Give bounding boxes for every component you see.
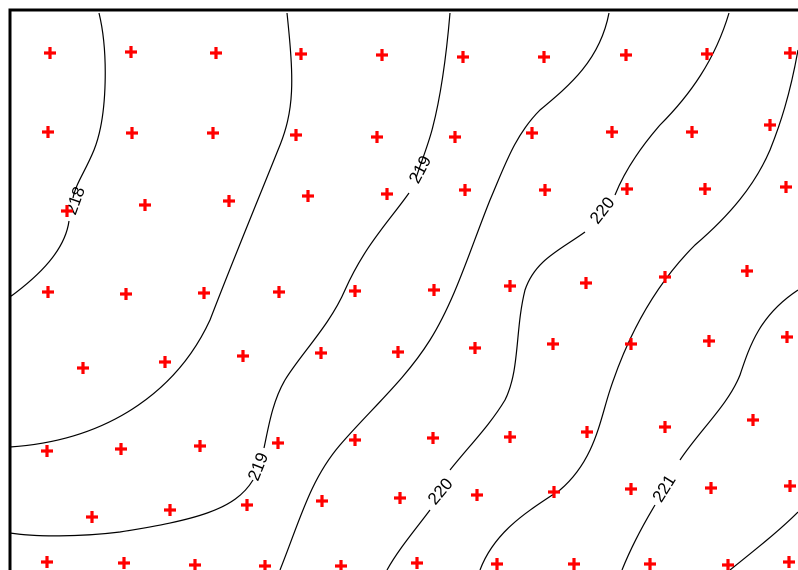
sample-point-marker [784,47,796,59]
sample-point-marker [764,119,776,131]
sample-point-marker [526,127,538,139]
sample-point-marker [394,492,406,504]
sample-point-marker [686,126,698,138]
sample-point-marker [273,286,285,298]
sample-point-marker [568,558,580,570]
sample-point-marker [741,265,753,277]
sample-point-markers [41,46,796,570]
sample-point-marker [118,557,130,569]
sample-point-marker [42,126,54,138]
sample-point-marker [699,183,711,195]
sample-point-marker [223,195,235,207]
sample-point-marker [349,434,361,446]
sample-point-marker [580,277,592,289]
sample-point-marker [625,338,637,350]
sample-point-marker [120,288,132,300]
sample-point-marker [335,560,347,570]
sample-point-marker [491,558,503,570]
sample-point-marker [539,184,551,196]
sample-point-marker [469,342,481,354]
sample-point-marker [61,205,73,217]
sample-point-marker [290,129,302,141]
sample-point-marker [42,286,54,298]
sample-point-marker [126,127,138,139]
sample-point-marker [316,495,328,507]
sample-point-marker [41,556,53,568]
sample-point-marker [625,483,637,495]
sample-point-marker [302,190,314,202]
sample-point-marker [259,560,271,570]
sample-point-marker [86,511,98,523]
sample-point-marker [376,49,388,61]
sample-point-marker [606,126,618,138]
sample-point-marker [44,47,56,59]
sample-point-marker [139,199,151,211]
sample-point-marker [659,421,671,433]
map-frame [8,8,798,570]
sample-point-marker [780,181,792,193]
sample-point-marker [428,284,440,296]
sample-point-marker [621,183,633,195]
sample-point-marker [392,346,404,358]
sample-point-marker [349,285,361,297]
sample-point-marker [241,499,253,511]
sample-point-marker [459,184,471,196]
sample-point-marker [449,131,461,143]
sample-point-marker [371,131,383,143]
sample-point-marker [781,331,793,343]
sample-point-marker [427,432,439,444]
sample-point-marker [783,556,795,568]
sample-point-marker [504,280,516,292]
sample-point-marker [411,557,423,569]
sample-point-marker [659,271,671,283]
sample-point-marker [747,414,759,426]
sample-point-marker [115,443,127,455]
sample-point-marker [272,437,284,449]
sample-point-marker [547,338,559,350]
sample-point-marker [538,51,550,63]
sample-point-marker [722,559,734,570]
contour-line-219-east [9,12,451,537]
sample-point-marker [457,51,469,63]
sample-point-marker [210,47,222,59]
sample-point-marker [701,48,713,60]
sample-point-marker [77,362,89,374]
contour-line-220-east [386,12,730,570]
sample-point-marker [703,335,715,347]
contour-line-219 [9,12,293,448]
sample-point-marker [644,558,656,570]
sample-point-marker [620,49,632,61]
contour-line-220 [279,12,610,570]
sample-point-marker [705,482,717,494]
sample-point-marker [189,559,201,570]
sample-point-marker [198,287,210,299]
sample-point-marker [784,480,796,492]
sample-point-marker [237,350,249,362]
sample-point-marker [295,48,307,60]
sample-point-marker [581,426,593,438]
sample-point-marker [41,445,53,457]
sample-point-marker [125,46,137,58]
sample-point-marker [548,486,560,498]
contour-line-222 [729,511,798,570]
sample-point-marker [504,431,516,443]
sample-point-marker [471,489,483,501]
sample-point-marker [159,356,171,368]
sample-point-marker [164,504,176,516]
contour-line-221-east [621,289,798,570]
sample-point-marker [194,440,206,452]
contour-line-218 [9,12,106,298]
sample-point-marker [315,347,327,359]
sample-point-marker [207,127,219,139]
sample-point-marker [381,188,393,200]
